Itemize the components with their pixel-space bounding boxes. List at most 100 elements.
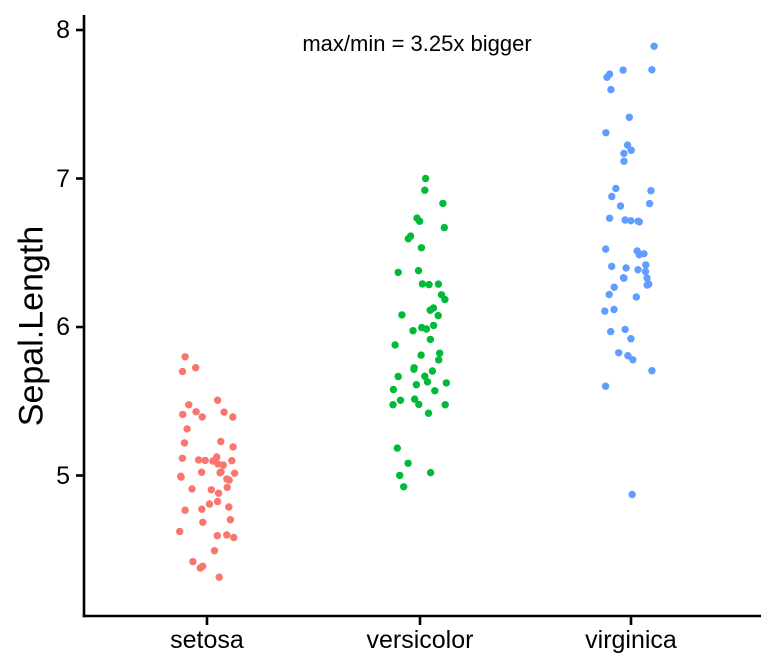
- y-tick-label: 8: [56, 16, 70, 44]
- point-virginica: [615, 349, 623, 357]
- point-setosa: [199, 562, 207, 570]
- point-versicolor: [404, 459, 412, 467]
- point-setosa: [178, 454, 187, 462]
- point-virginica: [625, 113, 633, 122]
- point-setosa: [217, 468, 225, 476]
- point-virginica: [620, 157, 628, 165]
- point-versicolor: [391, 341, 399, 349]
- point-versicolor: [396, 471, 404, 480]
- annotation-text: max/min = 3.25x bigger: [302, 31, 532, 56]
- point-versicolor: [422, 325, 431, 333]
- point-virginica: [650, 42, 658, 50]
- point-virginica: [619, 66, 627, 74]
- point-versicolor: [426, 306, 434, 314]
- point-versicolor: [393, 444, 401, 452]
- point-setosa: [225, 503, 233, 511]
- point-setosa: [181, 506, 189, 514]
- point-setosa: [188, 485, 196, 493]
- x-tick-label-setosa: setosa: [170, 626, 244, 654]
- point-virginica: [643, 281, 651, 289]
- point-virginica: [634, 266, 642, 274]
- point-setosa: [177, 473, 185, 481]
- point-setosa: [223, 483, 231, 492]
- point-versicolor: [434, 280, 443, 288]
- point-setosa: [178, 367, 187, 376]
- point-versicolor: [417, 351, 425, 359]
- point-virginica: [607, 85, 615, 94]
- point-setosa: [192, 364, 200, 372]
- point-virginica: [633, 247, 641, 255]
- point-setosa: [209, 457, 217, 465]
- point-virginica: [648, 66, 656, 74]
- point-setosa: [185, 401, 193, 409]
- point-virginica: [610, 305, 618, 314]
- point-versicolor: [421, 174, 430, 183]
- point-setosa: [205, 500, 214, 508]
- point-virginica: [605, 214, 614, 222]
- point-setosa: [180, 439, 189, 447]
- point-virginica: [647, 187, 655, 195]
- point-setosa: [197, 468, 206, 476]
- point-versicolor: [417, 244, 426, 252]
- point-versicolor: [412, 381, 421, 389]
- point-virginica: [643, 274, 651, 282]
- point-versicolor: [389, 401, 397, 409]
- point-setosa: [213, 396, 222, 404]
- point-virginica: [622, 264, 630, 272]
- point-virginica: [607, 327, 615, 336]
- point-versicolor: [394, 372, 402, 381]
- point-versicolor: [404, 235, 412, 243]
- point-versicolor: [425, 280, 433, 289]
- point-versicolor: [435, 356, 443, 364]
- point-versicolor: [394, 268, 402, 277]
- point-virginica: [605, 290, 613, 299]
- point-setosa: [176, 527, 184, 536]
- point-versicolor: [431, 387, 439, 395]
- point-virginica: [628, 490, 636, 499]
- point-versicolor: [426, 468, 435, 477]
- point-virginica: [601, 382, 610, 390]
- point-setosa: [198, 413, 206, 421]
- point-versicolor: [441, 401, 449, 409]
- point-setosa: [213, 532, 221, 540]
- x-tick-label-virginica: virginica: [585, 626, 677, 654]
- point-virginica: [605, 70, 614, 78]
- point-virginica: [645, 199, 654, 208]
- point-virginica: [602, 245, 610, 253]
- point-versicolor: [442, 379, 450, 387]
- point-virginica: [634, 217, 642, 225]
- point-versicolor: [429, 321, 438, 330]
- point-virginica: [620, 149, 628, 158]
- point-versicolor: [423, 378, 432, 386]
- point-versicolor: [409, 327, 417, 335]
- point-versicolor: [428, 367, 437, 375]
- y-tick-label: 7: [56, 164, 70, 193]
- point-setosa: [215, 573, 223, 581]
- point-versicolor: [426, 335, 435, 344]
- point-virginica: [624, 352, 632, 360]
- point-virginica: [608, 192, 616, 201]
- point-setosa: [223, 475, 231, 483]
- point-virginica: [620, 274, 628, 282]
- point-versicolor: [434, 311, 442, 320]
- point-versicolor: [415, 400, 423, 409]
- point-versicolor: [414, 266, 423, 275]
- point-setosa: [210, 547, 219, 555]
- point-setosa: [189, 557, 197, 566]
- point-virginica: [642, 261, 650, 269]
- point-setosa: [220, 408, 228, 416]
- point-setosa: [201, 456, 209, 465]
- point-versicolor: [410, 365, 418, 373]
- point-versicolor: [424, 409, 433, 417]
- point-virginica: [641, 267, 650, 276]
- point-virginica: [616, 202, 625, 210]
- point-setosa: [229, 443, 237, 451]
- point-setosa: [179, 410, 187, 419]
- point-virginica: [627, 146, 635, 154]
- point-versicolor: [400, 483, 408, 491]
- point-setosa: [217, 437, 225, 446]
- point-setosa: [223, 531, 231, 539]
- point-versicolor: [441, 295, 449, 304]
- point-versicolor: [421, 372, 429, 380]
- point-setosa: [194, 456, 203, 464]
